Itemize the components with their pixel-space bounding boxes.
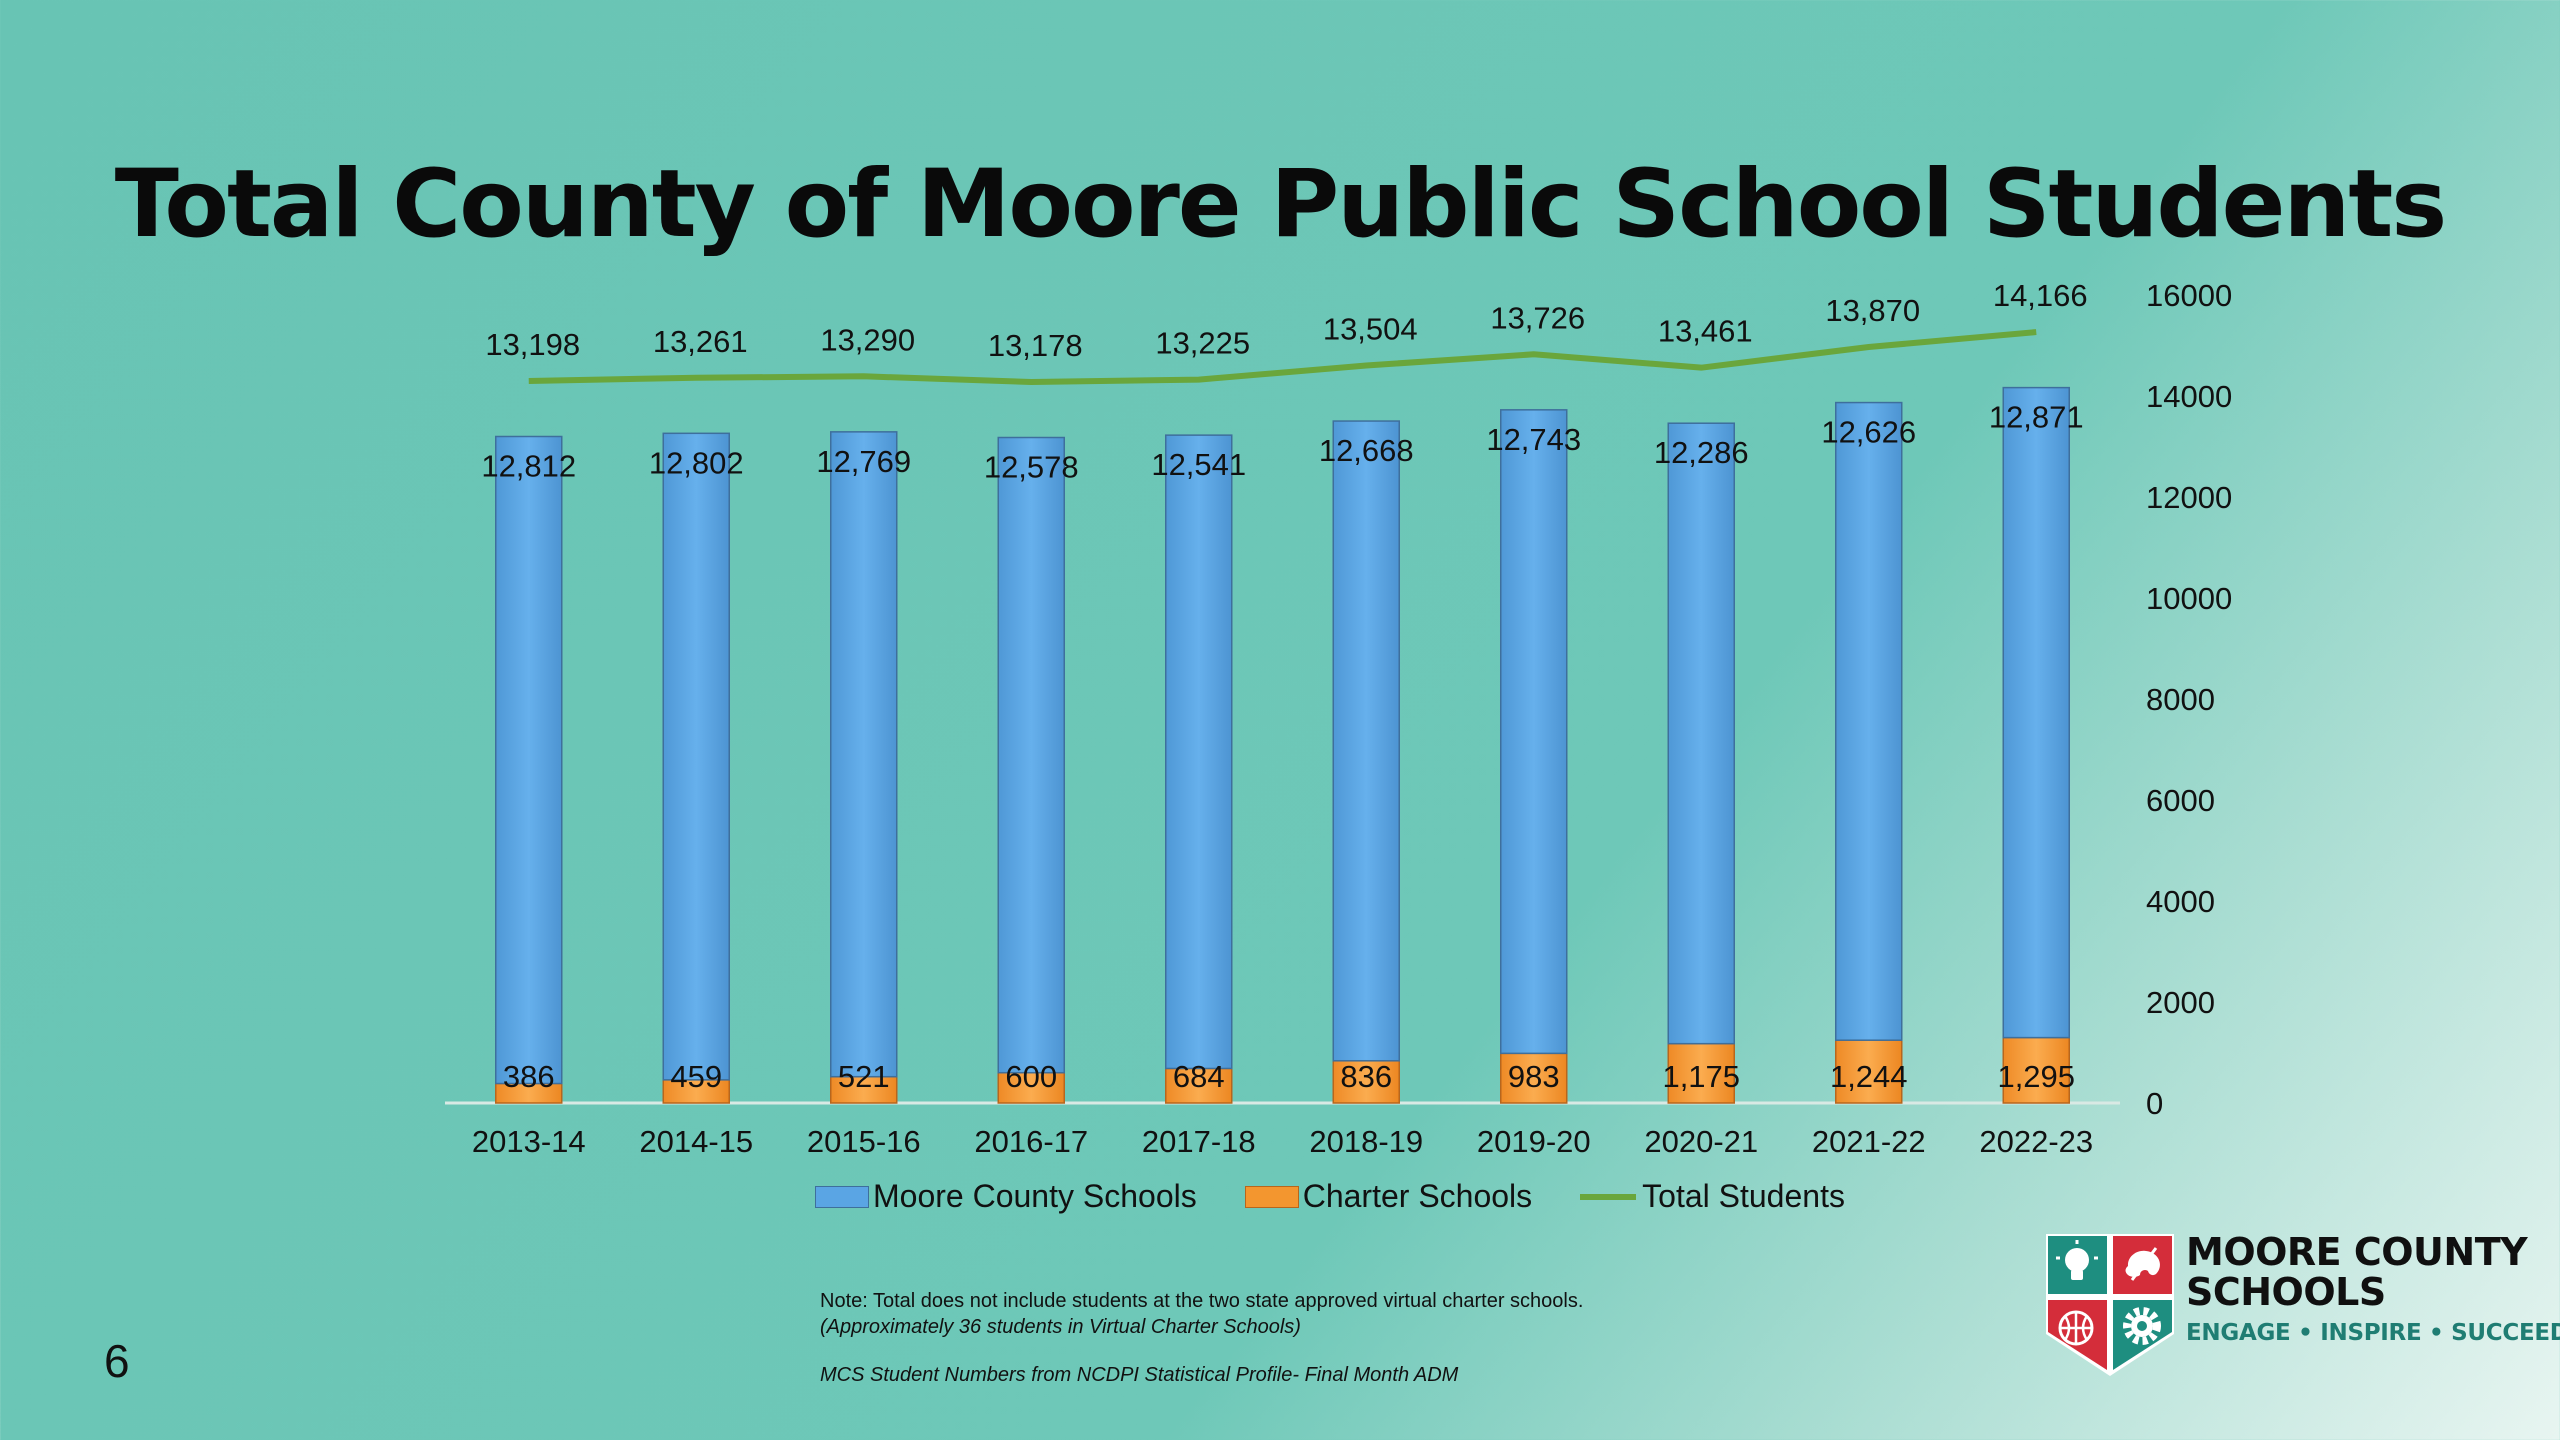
- legend-swatch-charter: [1244, 1185, 1299, 1208]
- moore-bar: [1667, 422, 1735, 1045]
- moore-value-label: 12,286: [1654, 435, 1749, 470]
- basketball-quadrant: [2048, 1300, 2107, 1370]
- moore-bar: [1332, 420, 1400, 1062]
- total-value-label: 13,178: [988, 328, 1083, 363]
- charter-bar: [1500, 1052, 1568, 1104]
- chart-legend: Moore County Schools Charter Schools Tot…: [815, 1178, 1893, 1215]
- legend-swatch-total: [1580, 1193, 1637, 1200]
- moore-bar: [662, 432, 730, 1081]
- charter-bar: [1667, 1042, 1735, 1104]
- x-tick-label: 2016-17: [974, 1124, 1088, 1159]
- moore-county-schools-logo: MOORE COUNTY SCHOOLS ENGAGE • INSPIRE • …: [2044, 1230, 2560, 1380]
- moore-value-label: 12,578: [984, 450, 1079, 485]
- x-tick-label: 2020-21: [1644, 1124, 1758, 1159]
- total-value-label: 14,166: [1993, 278, 2088, 313]
- legend-swatch-moore: [815, 1185, 869, 1208]
- moore-bar: [1165, 434, 1233, 1070]
- footnote-italic: (Approximately 36 students in Virtual Ch…: [820, 1316, 1301, 1338]
- total-value-label: 13,726: [1490, 300, 1585, 335]
- logo-shield-icon: [2046, 1234, 2174, 1376]
- x-tick-label: 2014-15: [639, 1124, 753, 1159]
- legend-item-charter: Charter Schools: [1244, 1178, 1533, 1215]
- moore-value-label: 12,802: [649, 445, 744, 480]
- total-value-label: 13,225: [1155, 326, 1250, 361]
- y-tick-label: 10000: [2146, 581, 2232, 616]
- moore-bar: [1500, 409, 1568, 1055]
- charter-bar: [2002, 1036, 2070, 1104]
- moore-value-label: 12,668: [1319, 433, 1414, 468]
- page-number: 6: [104, 1335, 130, 1387]
- y-tick-label: 6000: [2146, 783, 2215, 818]
- moore-value-label: 12,743: [1486, 422, 1581, 457]
- moore-value-label: 12,871: [1989, 400, 2084, 435]
- legend-item-total: Total Students: [1580, 1178, 1845, 1215]
- moore-value-label: 12,769: [816, 444, 911, 479]
- x-tick-label: 2019-20: [1477, 1124, 1591, 1159]
- palette-icon: [2125, 1247, 2160, 1281]
- charter-bar: [1165, 1067, 1233, 1104]
- legend-label-moore: Moore County Schools: [873, 1178, 1197, 1214]
- legend-label-total: Total Students: [1642, 1178, 1845, 1214]
- charter-value-label: 983: [1508, 1059, 1560, 1094]
- total-value-label: 13,290: [820, 322, 915, 357]
- footnote: Note: Total does not include students at…: [820, 1288, 1583, 1340]
- moore-bar: [495, 435, 563, 1085]
- total-value-label: 13,504: [1323, 311, 1418, 346]
- source-note: MCS Student Numbers from NCDPI Statistic…: [820, 1364, 1459, 1386]
- charter-value-label: 684: [1173, 1059, 1225, 1094]
- y-tick-label: 2000: [2146, 985, 2215, 1020]
- logo-name-line2: SCHOOLS: [2186, 1270, 2386, 1314]
- y-tick-label: 12000: [2146, 480, 2232, 515]
- lightbulb-icon: [2056, 1240, 2098, 1280]
- charter-value-label: 459: [670, 1059, 722, 1094]
- gear-icon: [2123, 1307, 2161, 1345]
- legend-label-charter: Charter Schools: [1302, 1178, 1533, 1214]
- moore-value-label: 12,541: [1151, 447, 1246, 482]
- moore-bar: [1835, 401, 1903, 1041]
- total-value-label: 13,198: [485, 327, 580, 362]
- charter-value-label: 386: [503, 1059, 555, 1094]
- y-tick-label: 4000: [2146, 884, 2215, 919]
- charter-value-label: 1,295: [1997, 1059, 2075, 1094]
- y-tick-label: 16000: [2146, 278, 2232, 313]
- basketball-icon: [2058, 1310, 2094, 1346]
- x-tick-label: 2015-16: [807, 1124, 921, 1159]
- legend-item-moore: Moore County Schools: [815, 1178, 1197, 1215]
- y-tick-label: 0: [2146, 1086, 2163, 1121]
- moore-value-label: 12,812: [481, 449, 576, 484]
- logo-tagline: ENGAGE • INSPIRE • SUCCEED: [2186, 1320, 2560, 1346]
- charter-value-label: 521: [838, 1059, 890, 1094]
- footnote-text: Note: Total does not include students at…: [820, 1290, 1584, 1312]
- charter-bar: [1332, 1060, 1400, 1104]
- total-students-line: [528, 329, 2037, 385]
- charter-value-label: 836: [1340, 1059, 1392, 1094]
- x-tick-label: 2021-22: [1812, 1124, 1926, 1159]
- x-tick-label: 2017-18: [1142, 1124, 1256, 1159]
- y-tick-label: 14000: [2146, 379, 2232, 414]
- y-tick-label: 8000: [2146, 682, 2215, 717]
- chart-title: Total County of Moore Public School Stud…: [114, 150, 2447, 259]
- x-tick-label: 2018-19: [1309, 1124, 1423, 1159]
- charter-value-label: 1,175: [1662, 1059, 1740, 1094]
- total-value-label: 13,870: [1825, 293, 1920, 328]
- x-tick-label: 2013-14: [472, 1124, 586, 1159]
- moore-value-label: 12,626: [1821, 415, 1916, 450]
- x-tick-label: 2022-23: [1979, 1124, 2093, 1159]
- charter-value-label: 1,244: [1830, 1059, 1908, 1094]
- moore-bar: [2002, 386, 2070, 1039]
- charter-bar: [1835, 1039, 1903, 1104]
- moore-bar: [997, 436, 1065, 1074]
- total-value-label: 13,461: [1658, 314, 1753, 349]
- moore-bar: [830, 431, 898, 1078]
- total-value-label: 13,261: [653, 324, 748, 359]
- logo-name-line1: MOORE COUNTY: [2186, 1230, 2528, 1274]
- charter-value-label: 600: [1005, 1059, 1057, 1094]
